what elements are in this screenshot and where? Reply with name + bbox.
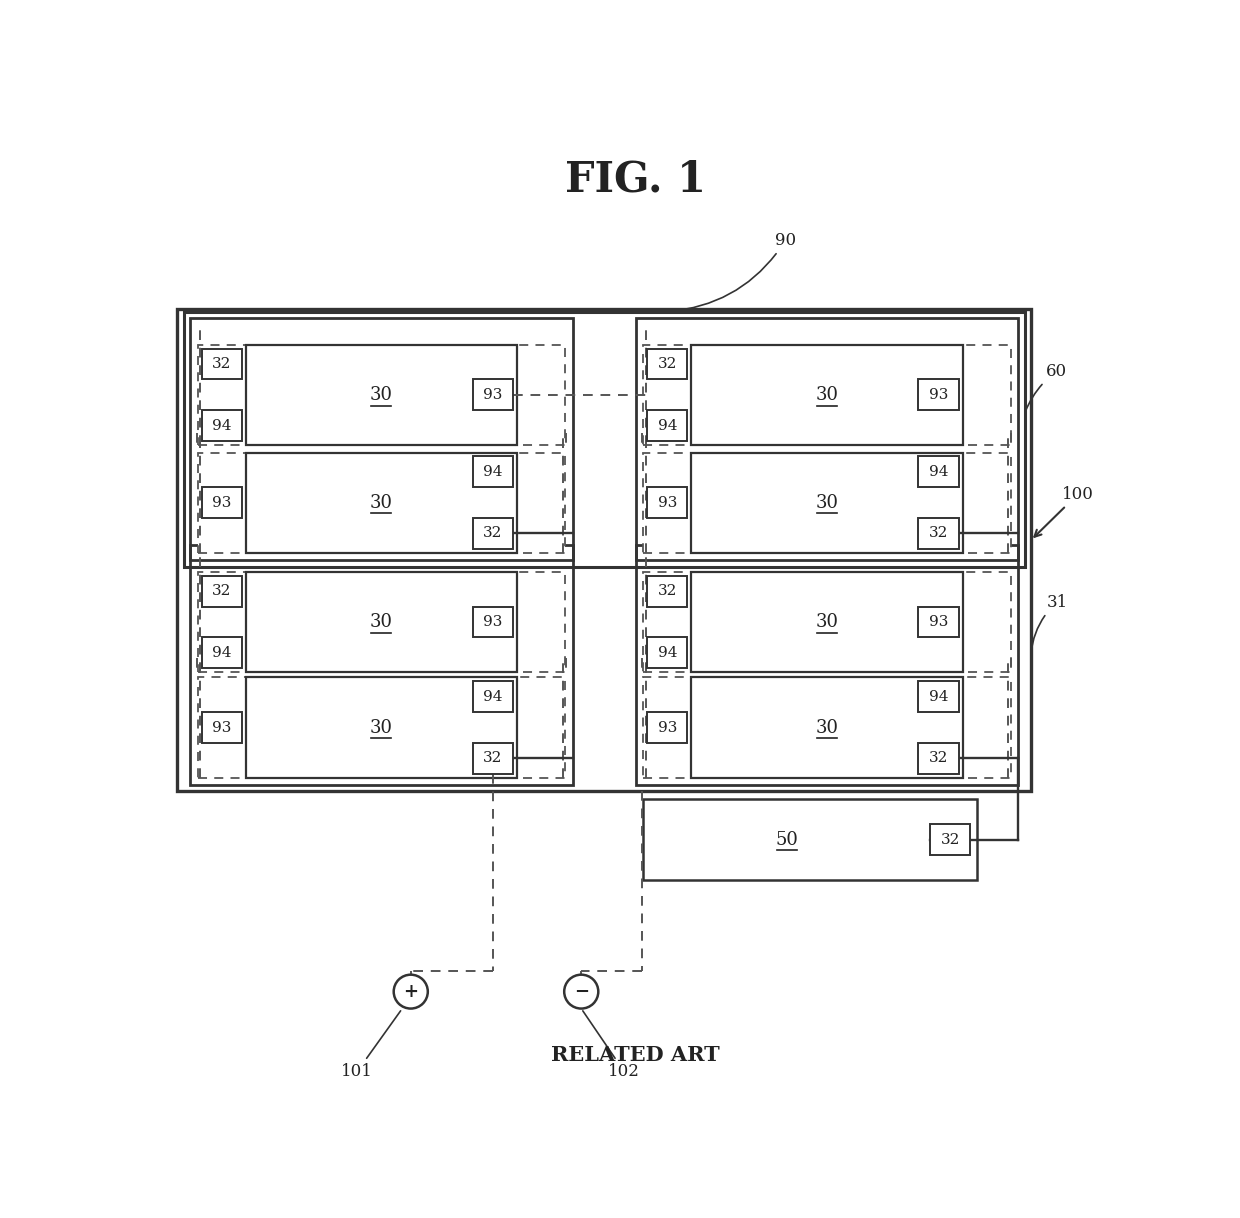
Bar xyxy=(472,743,513,773)
Text: 90: 90 xyxy=(670,231,796,312)
Text: 93: 93 xyxy=(929,615,949,628)
Bar xyxy=(647,348,687,380)
Bar xyxy=(197,572,565,672)
Bar xyxy=(246,453,517,553)
Bar xyxy=(197,677,565,777)
Text: 32: 32 xyxy=(484,526,502,541)
Text: 102: 102 xyxy=(583,1011,640,1080)
Text: 32: 32 xyxy=(929,752,949,765)
Text: 94: 94 xyxy=(929,689,949,704)
Bar xyxy=(930,825,970,855)
Bar xyxy=(201,637,242,669)
Bar xyxy=(644,572,1011,672)
Text: 30: 30 xyxy=(816,613,838,631)
Text: 32: 32 xyxy=(657,585,677,598)
Text: 32: 32 xyxy=(484,752,502,765)
Text: RELATED ART: RELATED ART xyxy=(551,1045,720,1065)
Bar xyxy=(919,518,959,549)
Text: 93: 93 xyxy=(657,496,677,509)
Text: 93: 93 xyxy=(657,721,677,734)
Text: 32: 32 xyxy=(657,357,677,371)
Bar xyxy=(919,457,959,487)
Text: 30: 30 xyxy=(370,613,393,631)
Bar xyxy=(692,453,962,553)
Bar xyxy=(246,677,517,777)
Text: FIG. 1: FIG. 1 xyxy=(565,158,706,200)
Bar xyxy=(692,572,962,672)
Text: 101: 101 xyxy=(341,1011,401,1080)
Text: 94: 94 xyxy=(212,646,232,660)
Text: 32: 32 xyxy=(940,833,960,847)
Bar xyxy=(644,453,1011,553)
Bar xyxy=(472,457,513,487)
Text: 30: 30 xyxy=(370,719,393,737)
Text: 30: 30 xyxy=(370,386,393,404)
Bar xyxy=(197,345,565,445)
Bar xyxy=(635,544,1018,786)
Bar xyxy=(197,453,565,553)
Text: 93: 93 xyxy=(212,721,232,734)
Text: 50: 50 xyxy=(775,831,799,849)
Bar xyxy=(919,681,959,713)
Text: 32: 32 xyxy=(929,526,949,541)
Bar xyxy=(692,345,962,445)
Text: 60: 60 xyxy=(1025,363,1068,410)
Text: 94: 94 xyxy=(484,689,502,704)
Text: 32: 32 xyxy=(212,585,232,598)
Text: 30: 30 xyxy=(816,493,838,512)
Bar xyxy=(919,380,959,410)
Circle shape xyxy=(394,974,428,1009)
Bar xyxy=(644,677,1011,777)
Bar xyxy=(647,487,687,518)
Text: 94: 94 xyxy=(657,419,677,432)
Bar xyxy=(644,345,1011,445)
Bar xyxy=(647,410,687,441)
Bar xyxy=(177,308,1030,792)
Bar xyxy=(472,380,513,410)
Text: 31: 31 xyxy=(1030,593,1068,654)
Bar xyxy=(919,743,959,773)
Bar xyxy=(201,487,242,518)
Text: +: + xyxy=(403,983,418,1001)
Bar xyxy=(644,799,977,879)
Bar xyxy=(190,544,573,786)
Bar xyxy=(246,572,517,672)
Text: 94: 94 xyxy=(484,465,502,479)
Text: 93: 93 xyxy=(484,615,502,628)
Bar xyxy=(472,607,513,637)
Bar xyxy=(246,345,517,445)
Bar xyxy=(472,681,513,713)
Bar xyxy=(201,348,242,380)
Bar xyxy=(201,576,242,607)
Bar xyxy=(647,713,687,743)
Bar xyxy=(635,318,1018,560)
Text: 94: 94 xyxy=(929,465,949,479)
Bar xyxy=(919,607,959,637)
Bar xyxy=(692,677,962,777)
Bar xyxy=(184,312,1024,566)
Circle shape xyxy=(564,974,598,1009)
Bar xyxy=(190,318,573,560)
Text: 32: 32 xyxy=(212,357,232,371)
Bar xyxy=(472,518,513,549)
Text: 100: 100 xyxy=(1034,486,1094,537)
Text: 30: 30 xyxy=(370,493,393,512)
Bar xyxy=(647,637,687,669)
Text: 30: 30 xyxy=(816,719,838,737)
Bar xyxy=(201,410,242,441)
Text: 30: 30 xyxy=(816,386,838,404)
Bar xyxy=(647,576,687,607)
Text: 93: 93 xyxy=(929,387,949,402)
Text: −: − xyxy=(574,983,589,1001)
Text: 93: 93 xyxy=(212,496,232,509)
Text: 94: 94 xyxy=(212,419,232,432)
Bar xyxy=(201,713,242,743)
Text: 93: 93 xyxy=(484,387,502,402)
Text: 94: 94 xyxy=(657,646,677,660)
